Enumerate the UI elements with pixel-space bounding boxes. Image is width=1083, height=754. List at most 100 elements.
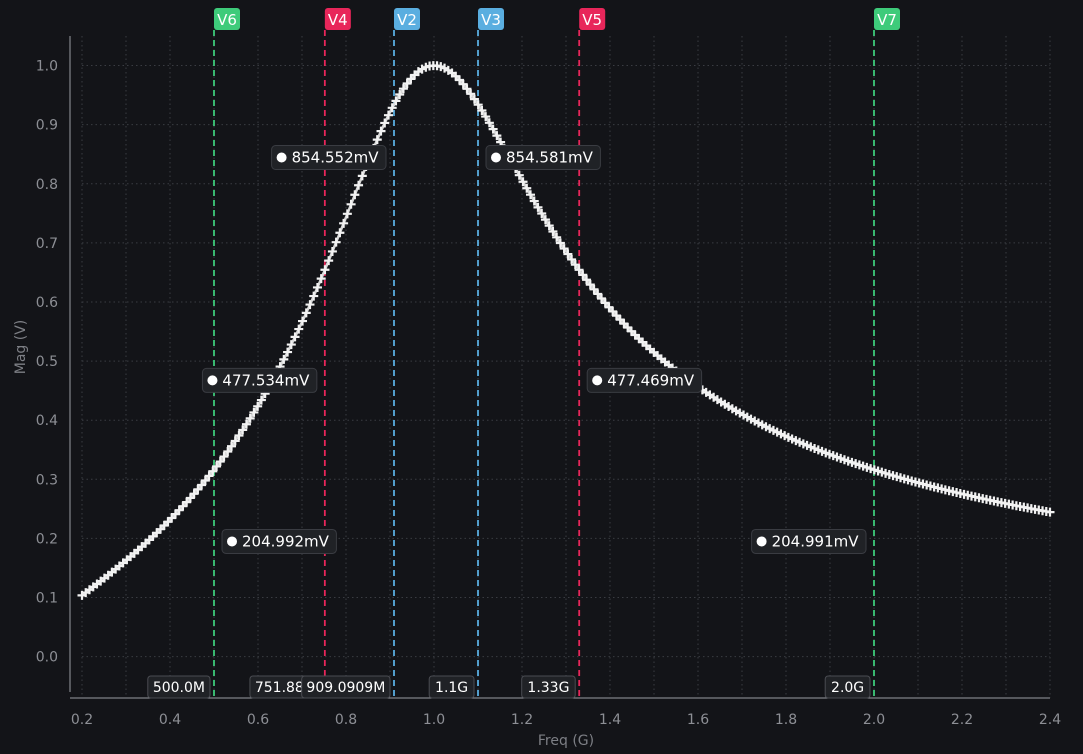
- freq-label-box-v2: [301, 675, 391, 699]
- marker-lines[interactable]: V6 V4 V2 V3 V5 V7: [213, 8, 900, 698]
- y-tick-label-6: 0.6: [36, 295, 58, 311]
- marker-tag-label-v7: V7: [877, 11, 897, 29]
- series-point-47: [253, 401, 263, 411]
- marker-tag-label-v2: V2: [397, 11, 417, 29]
- series-point-126: [548, 227, 558, 237]
- freq-label-v3: 1.1G: [428, 675, 475, 699]
- series-point-62: [309, 291, 319, 301]
- series-point-58: [294, 324, 304, 334]
- series-point-38: [219, 452, 229, 462]
- x-tick-labels: 0.2 0.4 0.6 0.8 1.0 1.2 1.4 1.6 1.8 2.0 2.2 2.4: [71, 712, 1061, 728]
- annotation-0: 854.552mV: [271, 144, 387, 170]
- marker-tag-label-v4: V4: [328, 11, 348, 29]
- series-point-83: [387, 103, 397, 113]
- series-point-104: [466, 89, 476, 99]
- marker-tag-v5[interactable]: [579, 8, 606, 30]
- series-point-132: [570, 260, 580, 270]
- series-point-71: [342, 209, 352, 219]
- annotation-dot-2: [207, 375, 218, 386]
- y-tick-label-9: 0.9: [36, 118, 58, 134]
- series-point-111: [492, 131, 502, 141]
- freq-label-text-v7: 2.0G: [831, 680, 864, 696]
- series-point-131: [567, 254, 577, 264]
- y-tick-labels: 0.0 0.1 0.2 0.3 0.4 0.5 0.6 0.7 0.8 0.9 1.0: [36, 59, 58, 666]
- marker-tag-v3[interactable]: [478, 8, 504, 30]
- marker-tag-label-v3: V3: [481, 11, 501, 29]
- series-point-119: [522, 183, 532, 193]
- annotation-2: 477.534mV: [201, 367, 318, 393]
- series-point-103: [462, 84, 472, 94]
- annotation-box-2: [201, 367, 318, 393]
- series-point-33: [200, 475, 210, 485]
- annotation-box-5: [751, 528, 867, 554]
- freq-label-v5: 1.33G: [521, 675, 576, 699]
- series-point-129: [559, 244, 569, 254]
- series-point-123: [537, 209, 547, 219]
- series-point-133: [574, 265, 584, 275]
- series-point-46: [249, 407, 259, 417]
- series-point-64: [316, 274, 326, 284]
- annotation-3: 477.469mV: [586, 367, 703, 393]
- series-point-120: [525, 190, 535, 200]
- annotation-dot-4: [227, 536, 237, 547]
- series-point-84: [391, 96, 401, 106]
- series-point-102: [458, 79, 468, 89]
- series-point-138: [593, 289, 603, 299]
- grid: [81, 36, 1051, 698]
- x-tick-label-7: 1.6: [687, 712, 709, 728]
- freq-label-v6: 500.0M: [147, 675, 211, 699]
- series-point-45: [245, 413, 255, 423]
- marker-tag-v7[interactable]: [874, 8, 900, 30]
- series-point-44: [241, 419, 251, 429]
- series-point-55: [283, 347, 293, 357]
- annotation-text-3: 477.469mV: [607, 371, 695, 389]
- freq-label-v2: 909.0909M: [301, 675, 391, 699]
- series-point-108: [481, 112, 491, 122]
- y-tick-label-2: 0.2: [36, 531, 58, 547]
- series-point-66: [324, 256, 334, 266]
- annotation-dot-1: [491, 152, 501, 163]
- series-point-69: [335, 228, 345, 238]
- annotation-text-2: 477.534mV: [222, 371, 310, 389]
- series-point-128: [555, 238, 565, 248]
- series-point-109: [484, 118, 494, 128]
- y-tick-label-10: 1.0: [36, 59, 58, 75]
- series-point-43: [238, 425, 248, 435]
- annotation-4: 204.992mV: [221, 528, 337, 554]
- series-point-48: [256, 395, 266, 405]
- series-point-134: [578, 270, 588, 280]
- freq-label-box-v6: [147, 675, 211, 699]
- series-point-60: [301, 308, 311, 318]
- annotation-text-4: 204.992mV: [242, 532, 330, 550]
- y-tick-label-8: 0.8: [36, 177, 58, 193]
- series-point-86: [398, 84, 408, 94]
- series-point-68: [331, 237, 341, 247]
- freq-label-box-v7: [824, 675, 871, 699]
- annotation-1: 854.581mV: [485, 144, 601, 170]
- series-point-67: [327, 246, 337, 256]
- marker-tag-v6[interactable]: [214, 8, 240, 30]
- series-point-81: [380, 118, 390, 128]
- series-point-39: [223, 446, 233, 456]
- x-tick-label-0: 0.2: [71, 712, 93, 728]
- marker-tag-v4[interactable]: [324, 8, 351, 30]
- annotation-box-3: [586, 367, 703, 393]
- series-point-136: [585, 280, 595, 290]
- series-point-80: [376, 126, 386, 136]
- y-tick-label-4: 0.4: [36, 413, 58, 429]
- y-tick-label-5: 0.5: [36, 354, 58, 370]
- annotation-5: 204.991mV: [751, 528, 867, 554]
- marker-tag-v2[interactable]: [394, 8, 421, 30]
- y-tick-label-1: 0.1: [36, 591, 58, 607]
- series-point-42: [234, 430, 244, 440]
- x-tick-label-1: 0.4: [159, 712, 181, 728]
- marker-tag-label-v6: V6: [217, 11, 237, 29]
- series-point-63: [312, 282, 322, 292]
- x-tick-label-6: 1.4: [599, 712, 621, 728]
- series-point-40: [226, 441, 236, 451]
- series-point-37: [215, 457, 225, 467]
- series-point-36: [212, 461, 222, 471]
- series-point-107: [477, 106, 487, 116]
- series-point-118: [518, 177, 528, 187]
